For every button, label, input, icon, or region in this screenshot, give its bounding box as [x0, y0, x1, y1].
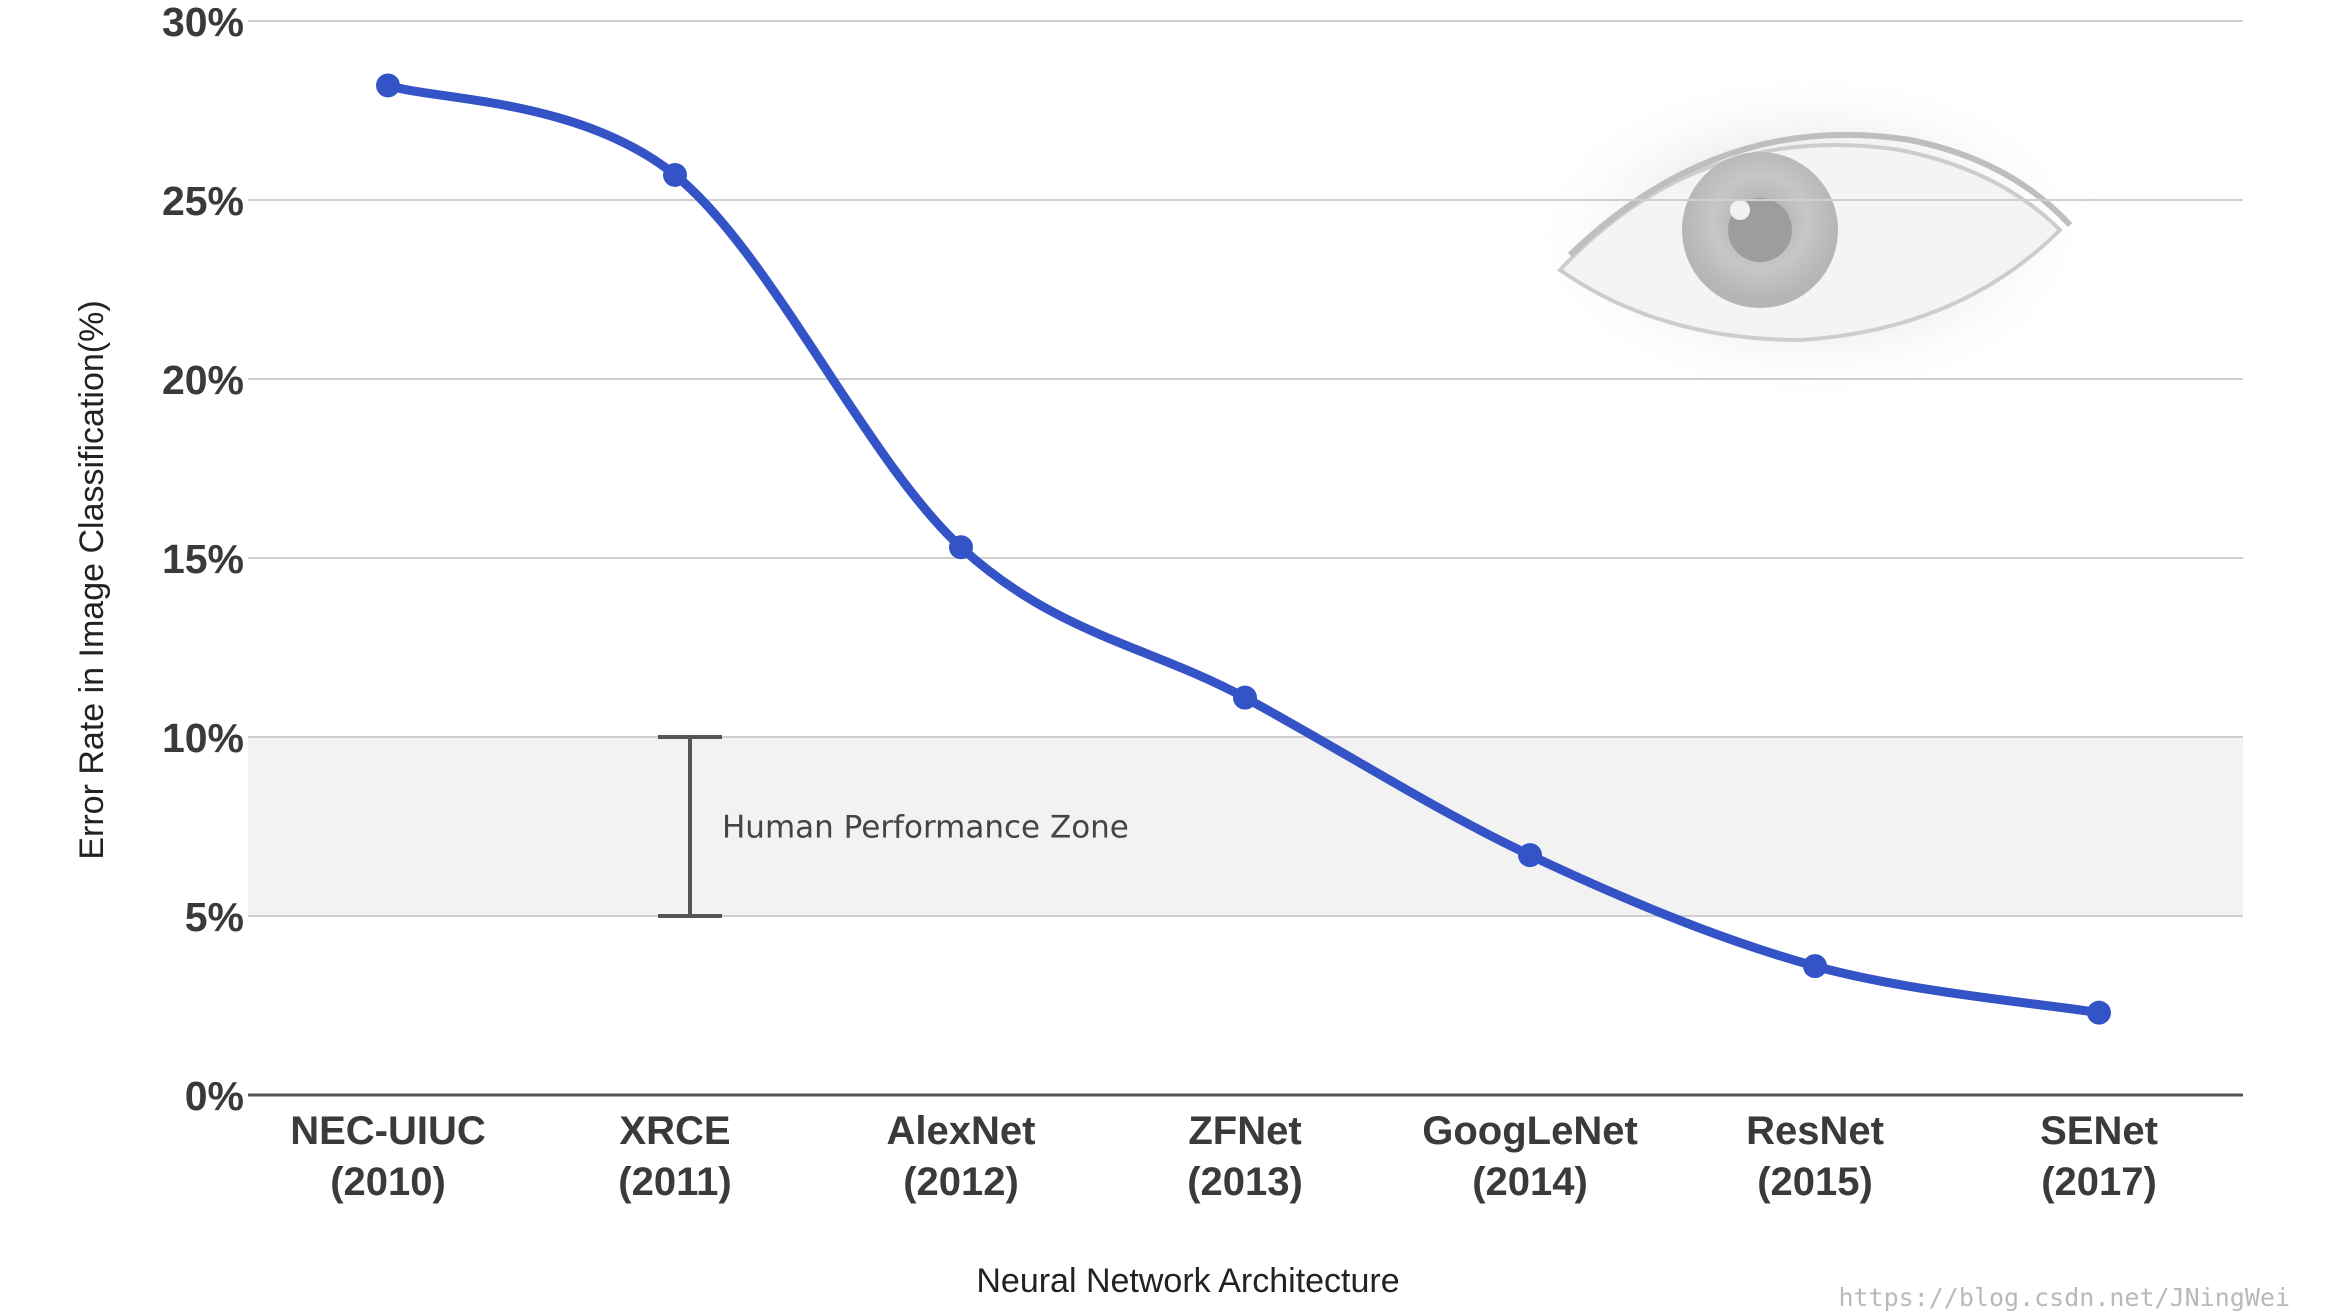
x-tick-labels: NEC-UIUC (2010) XRCE (2011) AlexNet (2012) ZFN… [290, 1109, 2158, 1204]
x-tick-label: ResNet [1746, 1109, 1884, 1153]
data-point [1518, 843, 1542, 868]
x-tick-label: SENet [2040, 1109, 2158, 1153]
data-point [2087, 1000, 2111, 1025]
x-tick-label: NEC-UIUC [290, 1109, 486, 1153]
human-performance-zone-bracket [658, 735, 722, 918]
human-performance-zone-band [248, 737, 2243, 916]
y-tick-labels: 0% 5% 10% 15% 20% 25% 30% [162, 0, 244, 1119]
x-tick-label: ZFNet [1188, 1109, 1301, 1153]
x-tick-label-year: (2013) [1187, 1160, 1303, 1204]
y-axis-label: Error Rate in Image Classification(%) [73, 300, 111, 859]
human-performance-zone-label: Human Performance Zone [722, 810, 1129, 846]
x-tick-label: GoogLeNet [1422, 1109, 1638, 1153]
x-tick-label-year: (2012) [903, 1160, 1019, 1204]
series-points [376, 73, 2111, 1025]
y-tick-label: 15% [162, 536, 244, 582]
x-tick-label-year: (2010) [330, 1160, 446, 1204]
x-tick-label-year: (2014) [1472, 1160, 1588, 1204]
x-tick-label: AlexNet [887, 1109, 1036, 1153]
x-tick-label-year: (2017) [2041, 1160, 2157, 1204]
y-tick-label: 30% [162, 0, 244, 45]
y-tick-label: 20% [162, 357, 244, 403]
gridlines [248, 20, 2243, 917]
y-tick-label: 5% [185, 894, 244, 940]
y-tick-label: 25% [162, 178, 244, 224]
data-point [376, 73, 400, 98]
y-tick-label: 10% [162, 715, 244, 761]
x-tick-label: XRCE [619, 1109, 730, 1153]
y-tick-label: 0% [185, 1073, 244, 1119]
x-tick-label-year: (2015) [1757, 1160, 1873, 1204]
data-point [949, 535, 973, 560]
eye-picture [1520, 65, 2100, 405]
x-tick-label-year: (2011) [618, 1160, 731, 1204]
x-axis-label: Neural Network Architecture [976, 1262, 1399, 1300]
watermark-url: https://blog.csdn.net/JNingWei [1838, 1283, 2290, 1312]
data-point [1803, 954, 1827, 979]
data-point [1233, 685, 1257, 710]
data-point [663, 162, 687, 187]
